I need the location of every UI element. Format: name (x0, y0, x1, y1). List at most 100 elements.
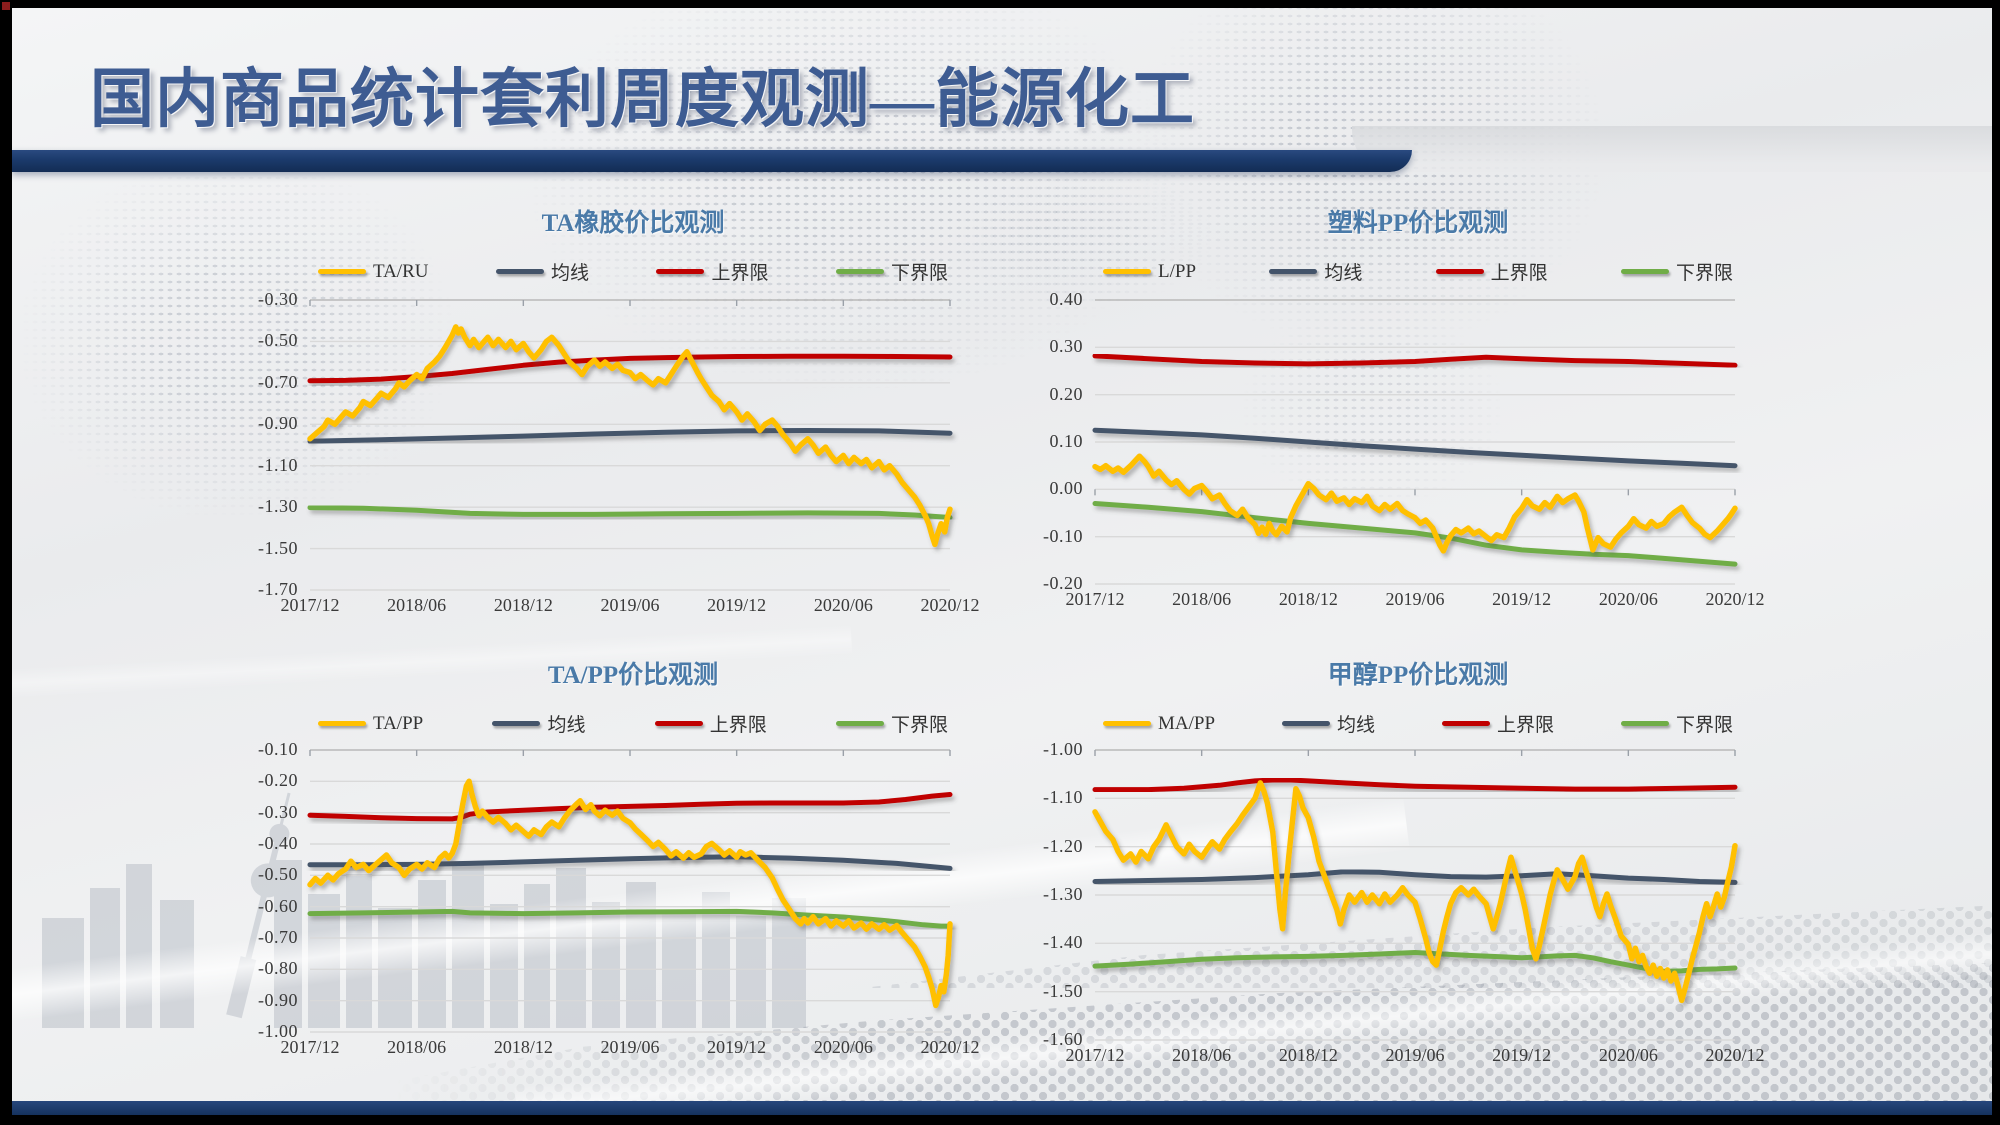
x-tick-label: 2017/12 (1065, 1045, 1125, 1065)
x-tick-label: 2018/06 (387, 1037, 447, 1057)
y-tick-label: -0.50 (258, 864, 298, 885)
y-tick-label: -1.60 (1043, 1029, 1083, 1049)
chart-legend: MA/PP 均线 上界限 下界限 (1095, 710, 1741, 737)
legend-line-swatch (1282, 721, 1330, 726)
x-tick-label: 2020/12 (920, 595, 980, 615)
slide: 国内商品统计套利周度观测—能源化工 TA橡胶价比观测 TA/RU 均线 上界限 下界限… (12, 8, 1992, 1115)
legend-line-swatch (1269, 269, 1318, 274)
series-line-lower (307, 908, 953, 929)
x-tick-label: 2017/12 (1065, 589, 1125, 609)
chart-l-pp: 塑料PP价比观测 L/PP 均线 上界限 下界限 0.40 0.30 0.20 0.10 0.… (1009, 205, 1765, 615)
chart-legend: TA/RU 均线 上界限 下界限 (310, 258, 956, 285)
legend-label: 均线 (1324, 263, 1363, 284)
y-tick-label: -1.70 (258, 579, 298, 599)
y-tick-label: -1.40 (1043, 932, 1083, 953)
legend-item: 上界限 (656, 258, 768, 285)
corner-red-dot (2, 2, 10, 10)
x-axis-labels: 2017/12 2018/06 2018/12 2019/06 2019/12 2020/… (280, 595, 979, 621)
legend-item: 上界限 (1441, 710, 1554, 737)
chart-body: 0.40 0.30 0.20 0.10 0.00 -0.10 -0.20 (1009, 289, 1741, 593)
x-tick-label: 2019/12 (707, 1037, 767, 1057)
y-tick-label: -1.20 (1043, 835, 1083, 856)
header-gray-band (1352, 126, 1992, 172)
x-tick-label: 2018/06 (1172, 589, 1232, 609)
page-title: 国内商品统计套利周度观测—能源化工 (90, 64, 1195, 135)
x-tick-label: 2019/06 (1385, 589, 1445, 609)
series-line-main (307, 324, 953, 548)
legend-item: 上界限 (1435, 258, 1548, 285)
y-tick-label: 0.30 (1049, 336, 1083, 357)
x-tick-label: 2020/06 (813, 595, 873, 615)
x-tick-label: 2020/06 (1598, 589, 1658, 609)
legend-label: L/PP (1158, 260, 1197, 282)
chart-body: -1.00 -1.10 -1.20 -1.30 -1.40 -1.50 -1.60 (1009, 739, 1741, 1049)
legend-item: 上界限 (654, 710, 767, 737)
legend-line-swatch (1103, 269, 1151, 274)
x-tick-label: 2019/06 (600, 1037, 660, 1057)
legend-item: L/PP (1103, 261, 1196, 283)
series-line-upper (307, 792, 953, 822)
world-map-dots-center (532, 8, 1172, 388)
legend-label: 上界限 (1490, 263, 1548, 284)
legend-line-swatch (318, 721, 366, 726)
title-divider-bar (12, 150, 1412, 172)
legend-item: 下界限 (1620, 710, 1733, 737)
legend-line-swatch (492, 721, 541, 726)
chart-title: TA/PP价比观测 (547, 662, 719, 689)
y-axis-labels: -0.30 -0.50 -0.70 -0.90 -1.10 -1.30 -1.50 -1.70 (224, 289, 302, 599)
y-tick-label: -1.10 (258, 454, 298, 475)
x-tick-label: 2020/12 (1705, 1045, 1765, 1065)
legend-line-swatch (1441, 721, 1490, 726)
plot-area (1092, 299, 1738, 585)
bottom-navy-bar (12, 1101, 1992, 1115)
x-tick-label: 2018/06 (387, 595, 447, 615)
series-line-lower (307, 505, 953, 520)
y-tick-label: -0.10 (1043, 525, 1083, 546)
y-tick-label: -1.00 (1043, 739, 1083, 759)
y-tick-label: 0.40 (1049, 289, 1083, 309)
series-line-upper (307, 353, 953, 384)
chart-ta-rubber: TA橡胶价比观测 TA/RU 均线 上界限 下界限 -0.30 -0.50 -0.70 -0… (224, 205, 980, 621)
y-tick-label: -0.30 (258, 289, 298, 309)
legend-item: TA/PP (318, 713, 423, 735)
chart-ta-pp: TA/PP价比观测 TA/PP 均线 上界限 下界限 -0.10 -0.20 -0.30-… (224, 657, 980, 1063)
legend-label: 上界限 (1496, 715, 1554, 736)
y-tick-label: -1.30 (258, 496, 298, 517)
legend-label: 上界限 (711, 263, 769, 284)
series-line-main (1092, 453, 1738, 554)
legend-line-swatch (495, 269, 544, 274)
x-tick-label: 2018/12 (1278, 1045, 1338, 1065)
legend-line-swatch (1620, 269, 1669, 274)
legend-label: 均线 (550, 263, 589, 284)
x-tick-label: 2017/12 (280, 595, 340, 615)
legend-label: 下界限 (890, 715, 948, 736)
y-tick-label: -1.30 (1043, 884, 1083, 904)
y-axis-labels: 0.40 0.30 0.20 0.10 0.00 -0.10 -0.20 (1009, 289, 1087, 593)
legend-label: 均线 (1337, 715, 1376, 736)
y-tick-label: -0.80 (258, 958, 298, 979)
chart-body: -0.10 -0.20 -0.30 -0.40 -0.50 -0.60 -0.70 -0.80… (224, 739, 956, 1041)
plot-area (1092, 749, 1738, 1041)
y-tick-label: -0.30 (258, 801, 298, 822)
legend-label: 均线 (547, 715, 586, 736)
legend-label: 下界限 (890, 263, 948, 284)
chart-title: 甲醇PP价比观测 (1327, 662, 1509, 689)
legend-line-swatch (656, 269, 705, 274)
legend-item: 下界限 (835, 258, 948, 285)
legend-label: TA/RU (373, 260, 429, 282)
world-map-dots-left (22, 158, 452, 518)
legend-label: 下界限 (1675, 263, 1733, 284)
legend-item: 均线 (495, 258, 589, 285)
legend-line-swatch (835, 721, 884, 726)
y-tick-label: -0.40 (258, 833, 298, 853)
chart-title: TA橡胶价比观测 (541, 210, 725, 237)
chart-body: -0.30 -0.50 -0.70 -0.90 -1.10 -1.30 -1.50 -1.70 (224, 289, 956, 599)
y-tick-label: -1.50 (258, 537, 298, 558)
legend-line-swatch (1103, 721, 1151, 726)
chart-title: 塑料PP价比观测 (1327, 210, 1509, 237)
y-tick-label: 0.20 (1049, 383, 1083, 404)
plot-area (307, 749, 953, 1033)
series-line-mean (307, 854, 953, 871)
legend-label: 上界限 (709, 715, 767, 736)
